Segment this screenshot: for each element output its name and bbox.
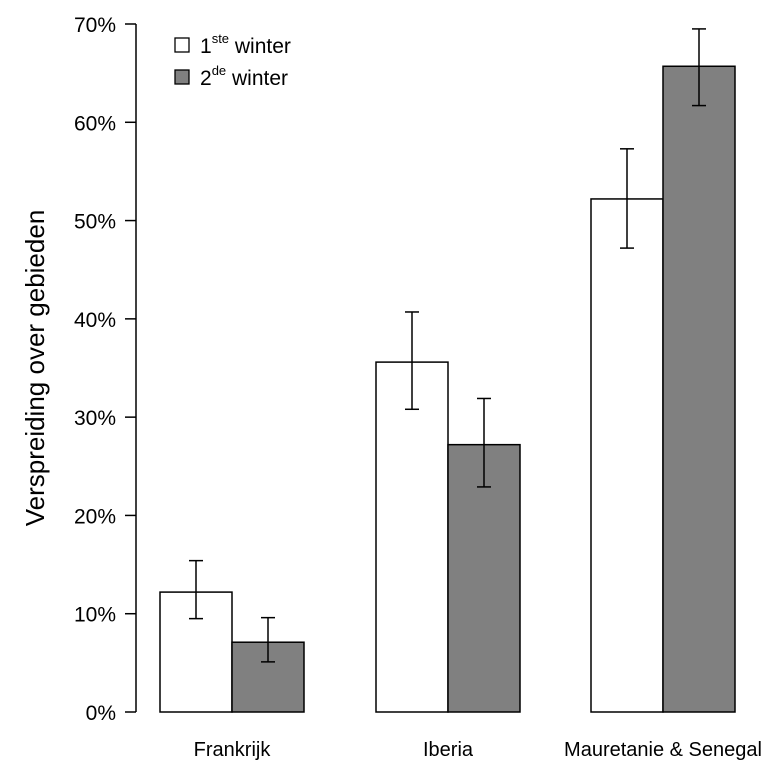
- bar: [590, 198, 664, 713]
- y-tick-label: 10%: [74, 604, 116, 627]
- y-tick-label: 50%: [74, 211, 116, 234]
- x-tick-label: Frankrijk: [194, 739, 272, 761]
- legend-label: 1ste winter: [200, 31, 291, 58]
- x-tick-label: Mauretanie & Senegal: [564, 739, 762, 761]
- y-tick-label: 0%: [86, 702, 116, 725]
- y-tick-label: 20%: [74, 505, 116, 528]
- y-axis: 0% 10% 20% 30% 40% 50% 60% 70%: [74, 14, 137, 725]
- legend-label: 2de winter: [200, 63, 288, 90]
- legend-swatch: [174, 37, 190, 53]
- legend: 1ste winter 2de winter: [174, 31, 291, 90]
- y-tick-label: 40%: [74, 309, 116, 332]
- y-tick-label: 30%: [74, 407, 116, 430]
- x-axis-labels: Frankrijk Iberia Mauretanie & Senegal: [194, 739, 762, 761]
- legend-swatch: [174, 69, 190, 85]
- bar: [662, 65, 736, 713]
- x-tick-label: Iberia: [423, 739, 474, 761]
- bar: [375, 361, 449, 713]
- bars: [159, 65, 736, 713]
- y-axis-label: Verspreiding over gebieden: [20, 210, 50, 527]
- bar: [447, 443, 521, 713]
- y-tick-label: 70%: [74, 14, 116, 37]
- error-bars: [189, 28, 706, 663]
- y-tick-label: 60%: [74, 112, 116, 135]
